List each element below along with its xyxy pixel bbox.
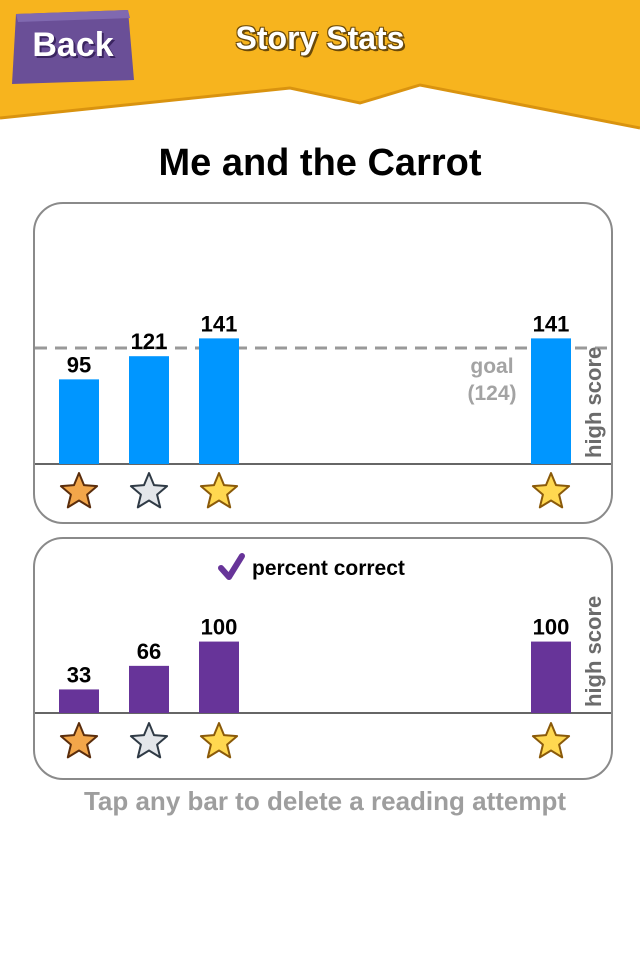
back-button-shape [12, 10, 134, 84]
gold-star-icon [531, 722, 571, 759]
percent-bar-4[interactable] [531, 641, 571, 713]
score-chart-panel: goal (124) high score 95 121 141 141 [33, 202, 613, 524]
delete-hint: Tap any bar to delete a reading attempt [83, 786, 567, 816]
high-score-label: high score [581, 347, 606, 458]
page-title: Story Stats [235, 20, 405, 56]
silver-star-icon [129, 472, 169, 509]
goal-value-label: (124) [467, 382, 516, 405]
bronze-star-icon [59, 722, 99, 759]
score-bar-2[interactable] [129, 356, 169, 464]
gold-star-icon [199, 722, 239, 759]
back-button-label: Back [32, 26, 114, 64]
percent-bar-3[interactable] [199, 641, 239, 713]
checkmark-icon [218, 553, 245, 580]
bronze-star-icon [59, 472, 99, 509]
percent-bar-value-4: 100 [533, 615, 570, 640]
header-banner: Back Story Stats [0, 0, 640, 130]
gold-star-icon [199, 472, 239, 509]
percent-chart-panel: percent correct high score 33 66 100 100 [33, 537, 613, 780]
percent-bar-2[interactable] [129, 665, 169, 713]
goal-label: goal [470, 355, 513, 378]
score-bar-4[interactable] [531, 338, 571, 464]
score-bar-3[interactable] [199, 338, 239, 464]
score-bar-value-3: 141 [201, 311, 238, 336]
percent-chart: percent correct high score 33 66 100 100 [35, 553, 611, 759]
percent-bar-1[interactable] [59, 689, 99, 713]
score-chart: goal (124) high score 95 121 141 141 [35, 311, 611, 509]
silver-star-icon [129, 722, 169, 759]
high-score-label: high score [581, 596, 606, 707]
story-title: Me and the Carrot [158, 142, 482, 184]
percent-bar-value-1: 33 [67, 662, 91, 687]
score-bar-value-1: 95 [67, 352, 91, 377]
score-bar-value-4: 141 [533, 311, 570, 336]
gold-star-icon [531, 472, 571, 509]
score-bar-1[interactable] [59, 379, 99, 464]
header-background [0, 0, 640, 130]
score-bar-value-2: 121 [131, 329, 168, 354]
percent-bar-value-3: 100 [201, 615, 238, 640]
percent-legend-label: percent correct [252, 557, 405, 580]
percent-bar-value-2: 66 [137, 639, 161, 664]
back-button[interactable]: Back [12, 10, 134, 84]
